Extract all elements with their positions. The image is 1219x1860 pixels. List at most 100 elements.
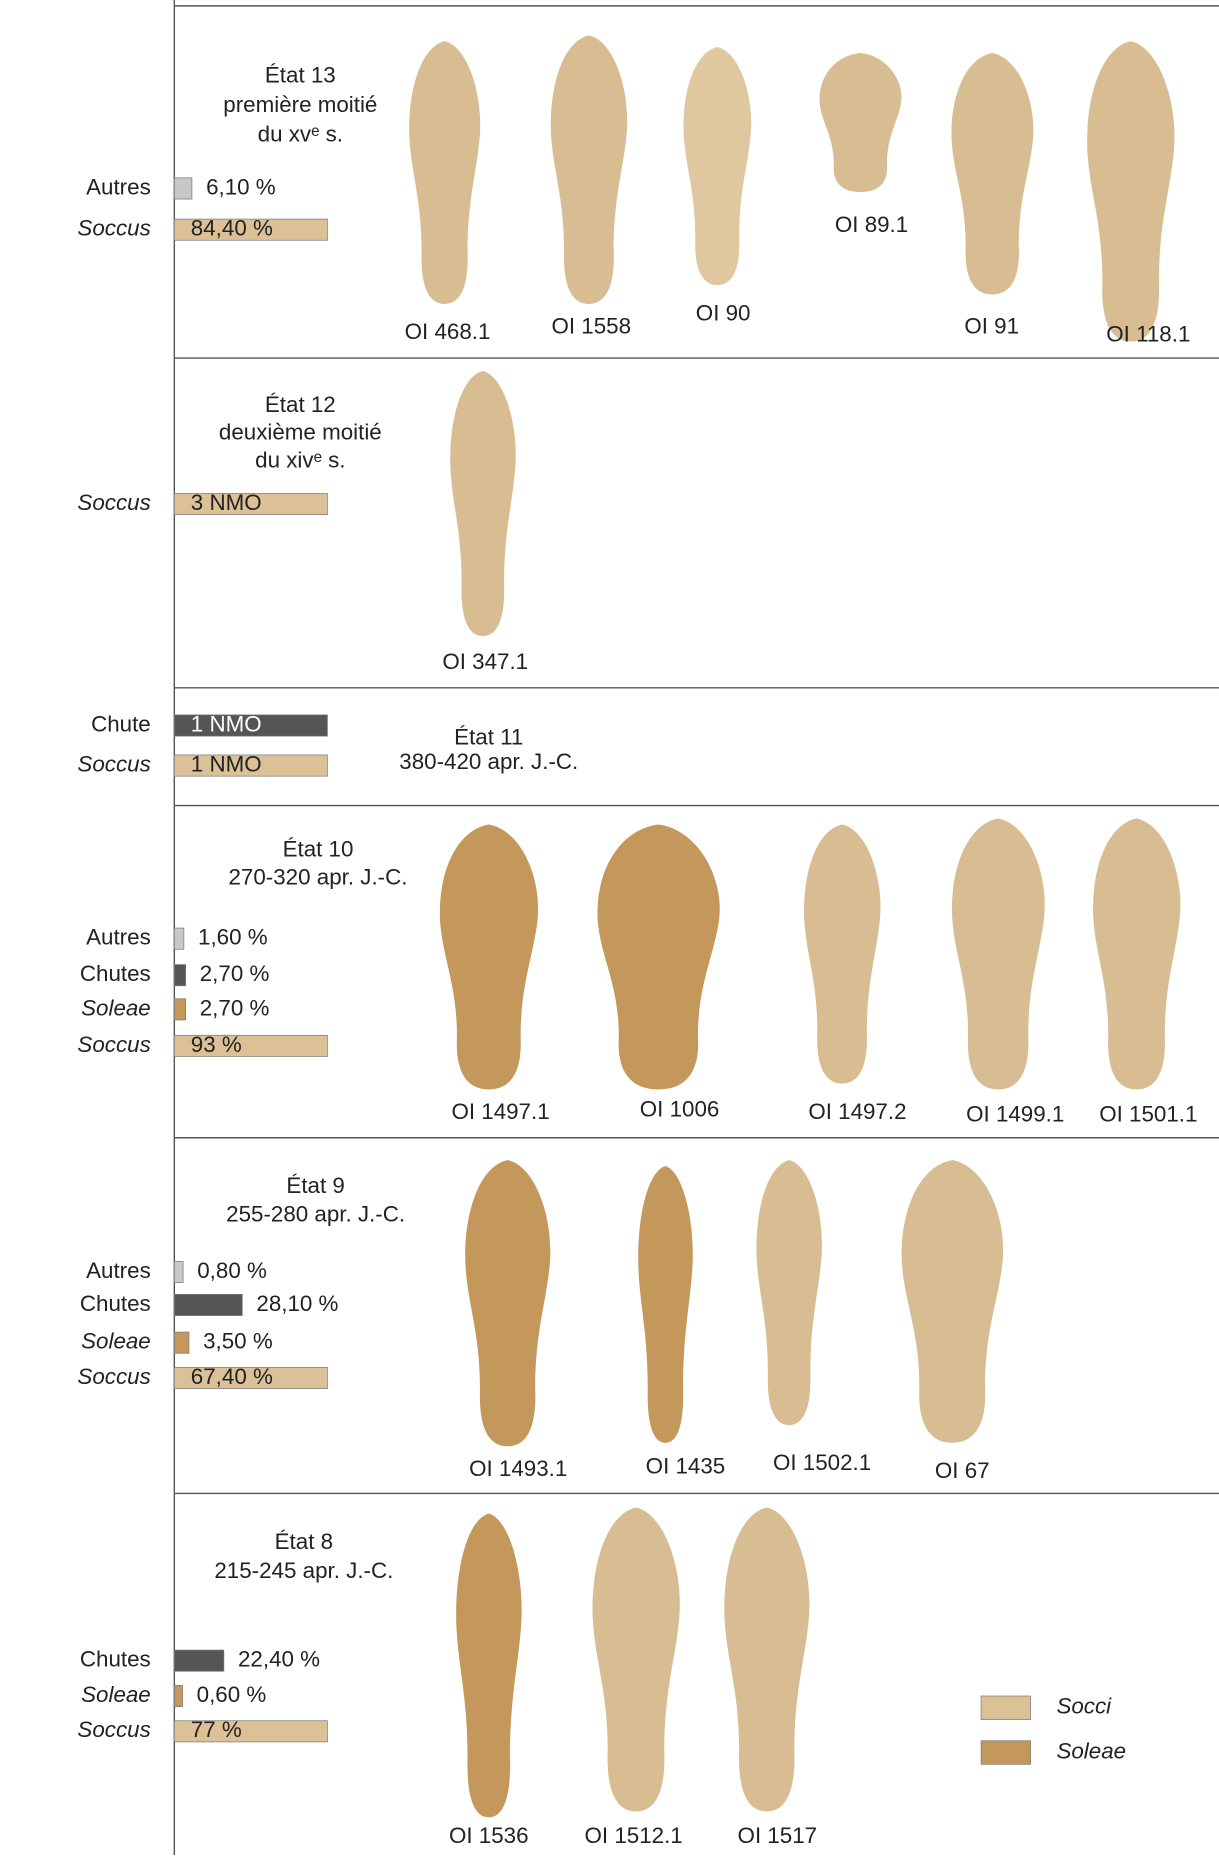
sole-label: OI 67: [935, 1458, 990, 1483]
bar: [173, 1685, 183, 1707]
legend-label: Soleae: [1056, 1738, 1126, 1763]
sole: [551, 35, 627, 304]
sole: [1087, 41, 1174, 341]
bar-label: Chutes: [80, 961, 151, 986]
bar: [173, 998, 186, 1021]
sole-label: OI 1493.1: [469, 1456, 567, 1481]
bar: [173, 1331, 190, 1354]
sole: [465, 1160, 550, 1446]
panel-period: deuxième moitié: [219, 419, 382, 444]
sole: [638, 1166, 693, 1443]
bar: [173, 964, 186, 987]
bar-value-label: 2,70 %: [200, 961, 270, 986]
sole-label: OI 1497.2: [808, 1099, 906, 1124]
sole-label: OI 1536: [449, 1823, 529, 1848]
sole-label: OI 1497.1: [451, 1099, 549, 1124]
panel-title: État 8: [275, 1529, 333, 1554]
bar: [173, 714, 328, 737]
sole: [952, 53, 1034, 294]
bar: [173, 1034, 328, 1057]
sole: [440, 824, 538, 1089]
bar-label: Soccus: [77, 1364, 150, 1389]
sole-label: OI 118.1: [1106, 322, 1190, 347]
bar: [173, 927, 185, 950]
sole-label: OI 1512.1: [585, 1823, 683, 1848]
panel-period: 215-245 apr. J.-C.: [214, 1558, 393, 1583]
sole-label: OI 1502.1: [773, 1450, 871, 1475]
bar-label: Soccus: [77, 751, 150, 776]
sole: [804, 824, 880, 1083]
bar: [173, 1367, 328, 1389]
sole-label: OI 1558: [551, 313, 631, 338]
bar-value-label: 3 NMO: [191, 490, 262, 515]
bar-value-label: 6,10 %: [206, 174, 276, 199]
bar-value-label: 67,40 %: [191, 1364, 273, 1389]
bar-value-label: 1 NMO: [191, 751, 262, 776]
sole: [952, 819, 1045, 1090]
sole-label: OI 91: [964, 313, 1019, 338]
sole: [724, 1508, 809, 1812]
panel-title: État 12: [265, 392, 336, 417]
panel-period: 270-320 apr. J.-C.: [229, 865, 408, 890]
bar-value-label: 77 %: [191, 1717, 242, 1742]
bar-value-label: 93 %: [191, 1032, 242, 1057]
bar-value-label: 0,60 %: [197, 1682, 267, 1707]
panel-period: du xivᵉ s.: [255, 448, 345, 473]
sole: [756, 1160, 821, 1425]
bar-label: Soccus: [77, 1717, 150, 1742]
sole-label: OI 89.1: [835, 212, 908, 237]
bar: [173, 493, 328, 516]
bar-label: Chutes: [80, 1291, 151, 1316]
bar-label: Soccus: [77, 490, 150, 515]
legend-swatch: [980, 1695, 1031, 1720]
panel-title: État 10: [283, 836, 354, 861]
panel-title: État 13: [265, 62, 336, 87]
sole-label: OI 1499.1: [966, 1101, 1064, 1126]
sole-label: OI 347.1: [442, 649, 528, 674]
legend-label: Socci: [1056, 1694, 1112, 1719]
bar-value-label: 28,10 %: [256, 1291, 338, 1316]
bar: [173, 754, 328, 777]
bar: [173, 218, 328, 241]
bar-label: Soleae: [81, 1329, 151, 1354]
sole-label: OI 1501.1: [1099, 1101, 1197, 1126]
bar-label: Chutes: [80, 1647, 151, 1672]
panel-title: État 11: [454, 724, 523, 749]
bar-label: Autres: [86, 925, 151, 950]
sole: [456, 1513, 521, 1817]
sole-label: OI 1435: [646, 1453, 726, 1478]
bar-value-label: 0,80 %: [197, 1258, 267, 1283]
bar: [173, 177, 193, 200]
bar-label: Soccus: [77, 1032, 150, 1057]
bar-value-label: 1,60 %: [198, 925, 268, 950]
sole: [902, 1160, 1003, 1443]
bar-value-label: 22,40 %: [238, 1647, 320, 1672]
panel-period: du xvᵉ s.: [258, 121, 343, 146]
sole-label: OI 1006: [640, 1097, 720, 1122]
bar-value-label: 2,70 %: [200, 995, 270, 1020]
bar-label: Soleae: [81, 1682, 151, 1707]
bar: [173, 1261, 184, 1283]
bar-label: Autres: [86, 174, 151, 199]
bar-label: Autres: [86, 1258, 151, 1283]
bar-label: Chute: [91, 711, 151, 736]
sole-label: OI 90: [696, 300, 751, 325]
panel-period: 255-280 apr. J.-C.: [226, 1201, 405, 1226]
bar-value-label: 3,50 %: [203, 1329, 273, 1354]
bar: [173, 1720, 328, 1743]
sole: [593, 1508, 680, 1812]
sole: [820, 53, 902, 192]
sole: [684, 47, 752, 285]
bar: [173, 1649, 225, 1672]
bar-value-label: 84,40 %: [191, 216, 273, 241]
bar-label: Soccus: [77, 216, 150, 241]
sole-label: OI 1517: [738, 1823, 818, 1848]
sole: [1093, 819, 1180, 1090]
sole: [450, 371, 515, 636]
bar: [173, 1294, 243, 1316]
bar-label: Soleae: [81, 995, 151, 1020]
sole: [597, 824, 719, 1089]
legend-swatch: [980, 1740, 1031, 1765]
panel-period: première moitié: [223, 92, 377, 117]
